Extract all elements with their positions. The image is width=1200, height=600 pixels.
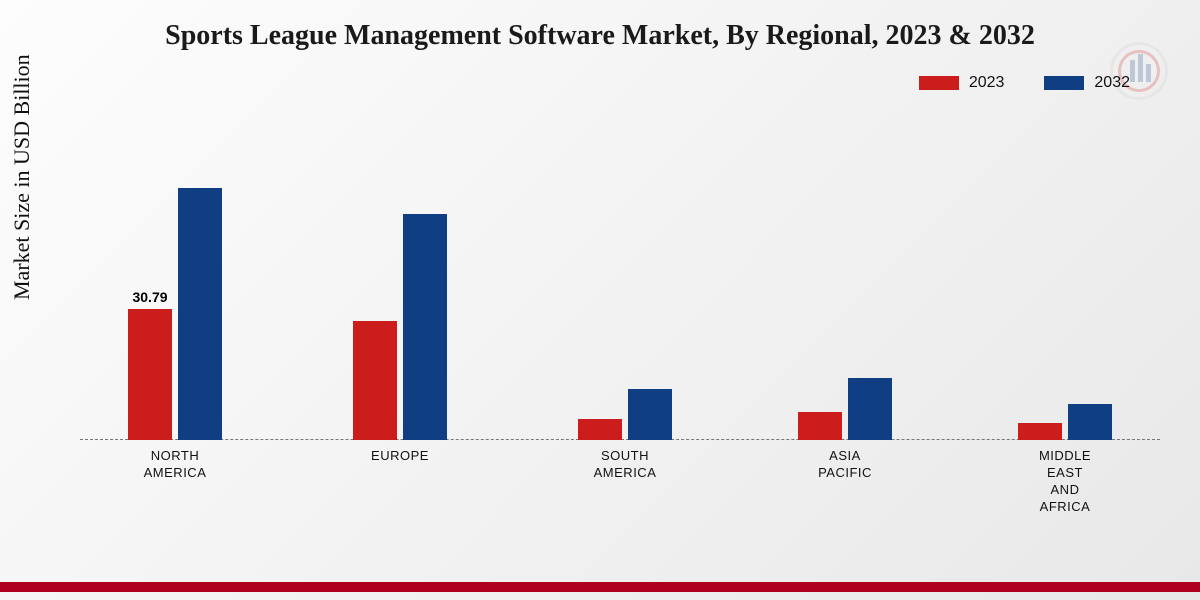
footer-stripe: [0, 582, 1200, 592]
bar-group: [1018, 404, 1112, 440]
bar: [1068, 404, 1112, 440]
bar-value-label: 30.79: [132, 289, 167, 305]
x-axis-labels: NORTH AMERICA EUROPE SOUTH AMERICA ASIA PAC…: [80, 448, 1160, 528]
chart-title: Sports League Management Software Market…: [0, 20, 1200, 52]
bar-group: [353, 214, 447, 440]
bar: [353, 321, 397, 440]
bar: [848, 378, 892, 440]
legend-label-2023: 2023: [969, 74, 1005, 92]
x-tick-label: EUROPE: [371, 448, 429, 465]
legend-swatch-2023: [919, 76, 959, 90]
bar-group: [578, 389, 672, 440]
y-axis-label: Market Size in USD Billion: [9, 54, 35, 300]
bar: [178, 188, 222, 440]
legend: 2023 2032: [919, 74, 1130, 92]
plot-area: 30.79: [80, 120, 1160, 440]
legend-item-2023: 2023: [919, 74, 1005, 92]
watermark-bar-1: [1130, 60, 1135, 82]
x-tick-label: ASIA PACIFIC: [818, 448, 872, 482]
bar: [628, 389, 672, 440]
x-tick-label: SOUTH AMERICA: [594, 448, 657, 482]
x-tick-label: MIDDLE EAST AND AFRICA: [1039, 448, 1091, 516]
bar: [578, 419, 622, 440]
bar: [403, 214, 447, 440]
bar: [1018, 423, 1062, 440]
legend-swatch-2032: [1044, 76, 1084, 90]
watermark-bar-2: [1138, 54, 1143, 82]
bar-group: [128, 188, 222, 440]
bar-group: [798, 378, 892, 440]
legend-item-2032: 2032: [1044, 74, 1130, 92]
bar: [128, 309, 172, 440]
x-tick-label: NORTH AMERICA: [144, 448, 207, 482]
watermark-bar-3: [1146, 64, 1151, 82]
bar: [798, 412, 842, 440]
legend-label-2032: 2032: [1094, 74, 1130, 92]
